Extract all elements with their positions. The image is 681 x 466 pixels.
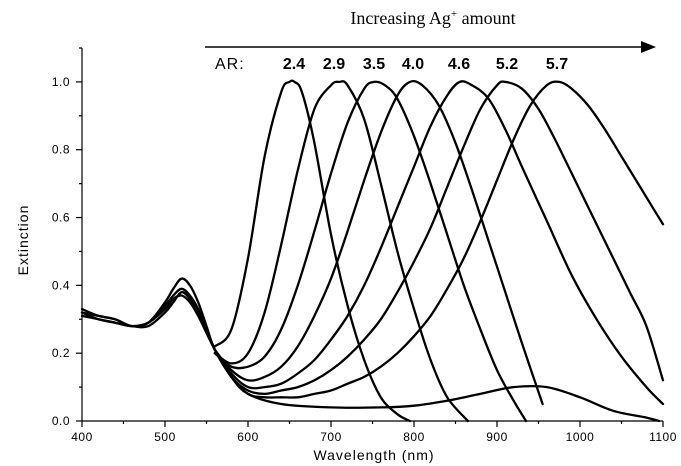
increasing-arrow-head [641,41,656,53]
extinction-curve-11 [80,290,216,351]
x-tick-label: 1000 [566,430,595,444]
x-tick-label: 600 [237,430,259,444]
x-tick-label: 700 [320,430,342,444]
x-tick-label: 400 [71,430,93,444]
extinction-curve-5 [213,80,665,406]
y-tick-label: 0.8 [52,143,70,157]
series-layer [80,79,665,423]
y-axis-title: Extinction [15,205,31,276]
extinction-curve-6 [213,80,665,396]
x-tick-label: 500 [154,430,176,444]
aspect-ratio-labels: 2.4 2.9 3.5 4.0 4.6 5.2 5.7 [283,56,568,73]
aspect-ratio-label: 5.2 [496,56,518,73]
aspect-ratio-label: 5.7 [546,56,568,73]
annotation-layer: Increasing Ag+ amount AR: [205,8,656,73]
aspect-ratio-label: 4.0 [402,56,424,73]
axes-layer: 400 500 600 700 800 900 1000 1100 0.0 0.2 0.4 0.6 0.… [52,47,677,444]
y-tick-label: 0.4 [52,278,70,292]
extinction-curve-9 [80,287,216,351]
increasing-ag-annotation: Increasing Ag+ amount [350,8,515,28]
extinction-curve-4 [213,80,544,406]
extinction-curve-1 [213,79,412,423]
y-tick-label: 1.0 [52,75,70,89]
ar-prefix-label: AR: [215,56,245,73]
aspect-ratio-label: 4.6 [448,56,470,73]
y-tick-label: 0.6 [52,211,70,225]
y-tick-label: 0.0 [52,414,70,428]
y-tick-label: 0.2 [52,346,70,360]
x-axis-title: Wavelength (nm) [313,447,434,463]
aspect-ratio-label: 2.9 [323,56,345,73]
x-tick-label: 1100 [649,430,677,444]
extinction-curve-7 [213,80,665,399]
aspect-ratio-label: 3.5 [363,56,385,73]
aspect-ratio-label: 2.4 [283,56,305,73]
extinction-curve-2 [213,80,470,423]
x-tick-label: 900 [486,430,508,444]
extinction-curve-3 [213,80,528,423]
x-tick-label: 800 [403,430,425,444]
